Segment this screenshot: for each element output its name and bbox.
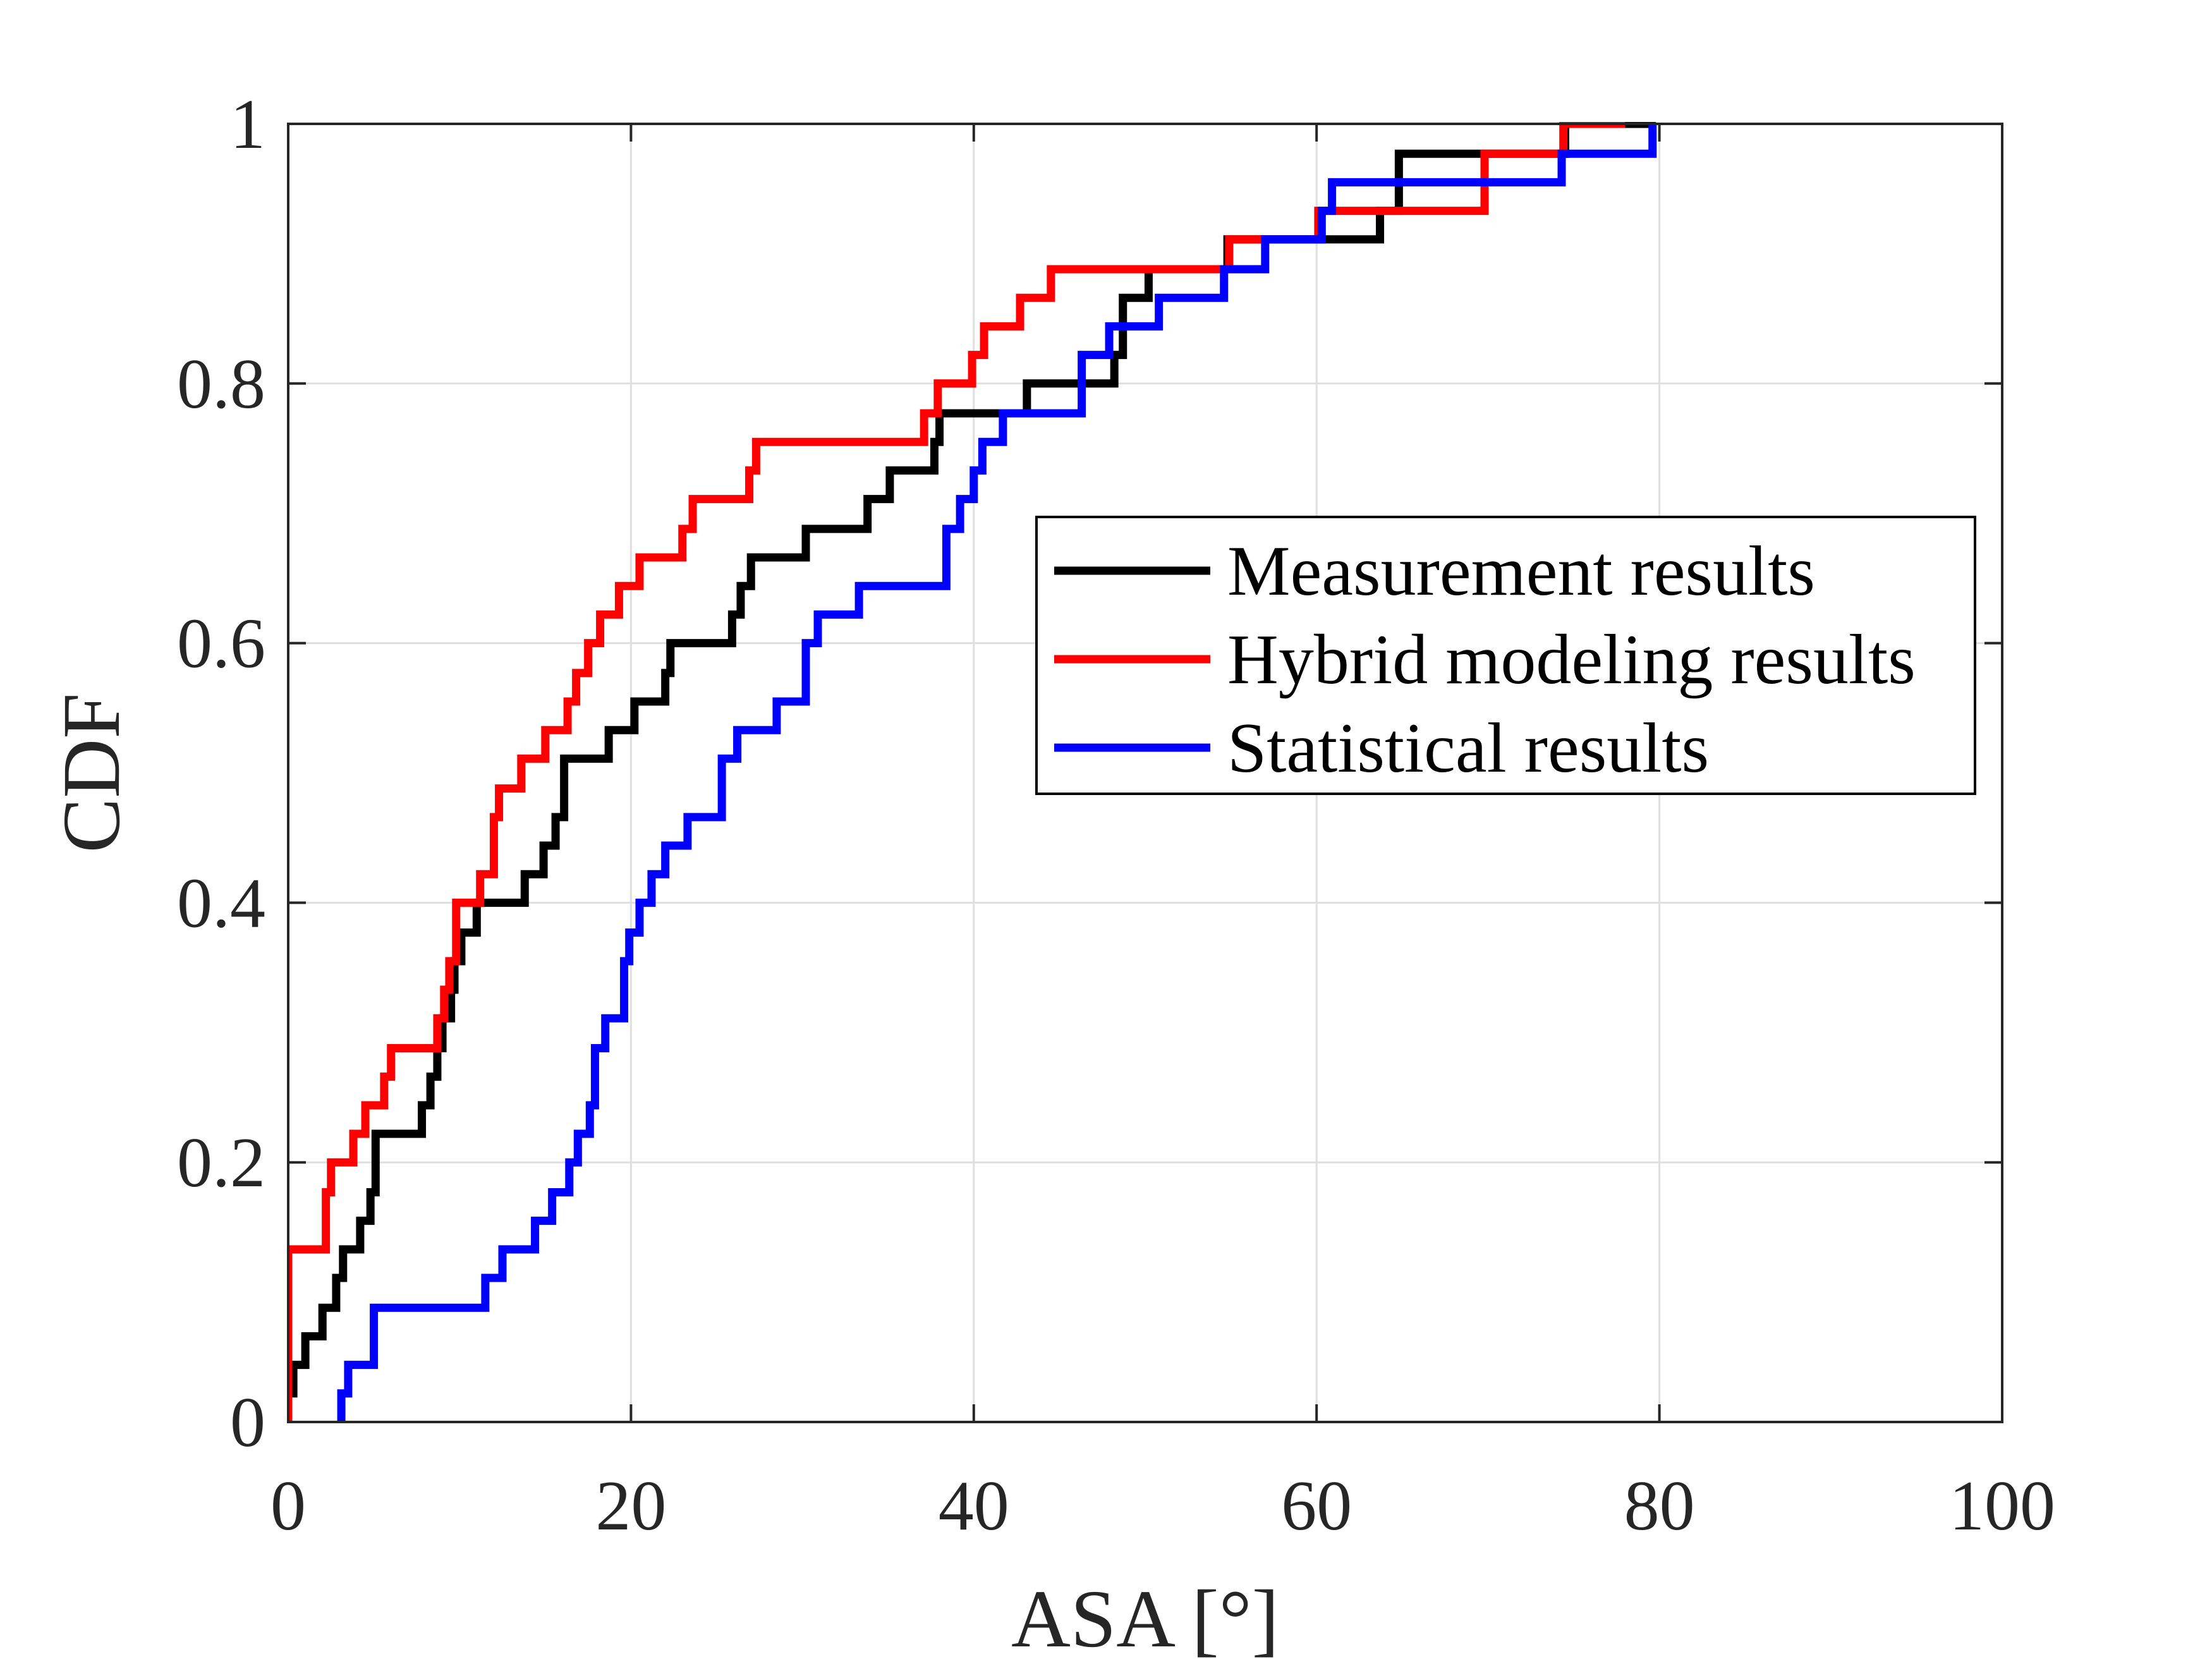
x-tick-label: 20 [595,1467,666,1545]
data-series [288,122,1657,1422]
legend-label: Hybrid modeling results [1227,621,1916,699]
axis-ticks [287,123,2003,1423]
legend-label: Statistical results [1227,709,1709,787]
series-line-hybrid-modeling-results [288,122,1626,1422]
series-line-measurement-results [288,122,1656,1422]
series-line-statistical-results [337,124,1657,1422]
y-tick-labels: 0 0.2 0.4 0.6 0.8 1 [177,85,265,1462]
x-tick-label: 0 [270,1467,306,1545]
y-axis-title: CDF [46,693,137,853]
y-tick-label: 0.4 [177,864,265,942]
x-axis-title: ASA [°] [1011,1574,1279,1659]
axes-box [287,123,2003,1423]
x-tick-label: 100 [1949,1467,2055,1545]
x-tick-label: 60 [1281,1467,1352,1545]
y-tick-label: 0.6 [177,605,265,683]
x-tick-label: 40 [939,1467,1009,1545]
y-tick-label: 1 [230,85,265,164]
y-tick-label: 0.8 [177,345,265,423]
x-tick-label: 80 [1624,1467,1695,1545]
y-tick-label: 0 [230,1383,265,1462]
legend-label: Measurement results [1227,532,1815,611]
legend: Measurement results Hybrid modeling resul… [1035,516,1976,795]
y-tick-label: 0.2 [177,1124,265,1202]
x-tick-labels: 0 20 40 60 80 100 [270,1467,2055,1545]
